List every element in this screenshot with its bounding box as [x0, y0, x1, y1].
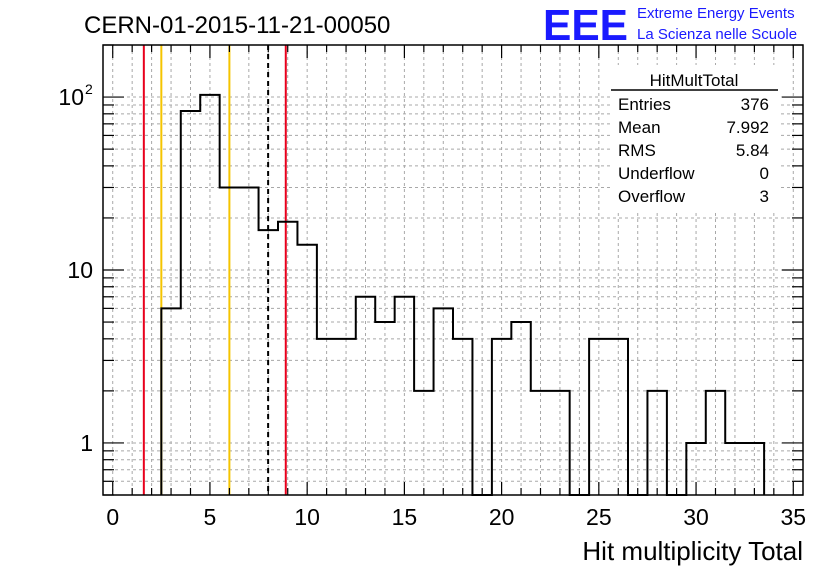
y-tick-label: 1 — [80, 430, 93, 456]
x-tick-label: 25 — [586, 504, 612, 530]
x-axis: 0 5 10 15 20 25 30 35 — [106, 45, 806, 530]
stats-value: 5.84 — [736, 141, 769, 160]
x-tick-label: 35 — [780, 504, 806, 530]
stats-title: HitMultTotal — [650, 71, 739, 90]
stats-label: Overflow — [618, 187, 686, 206]
stats-label: Entries — [618, 95, 671, 114]
stats-label: RMS — [618, 141, 656, 160]
run-title: CERN-01-2015-11-21-00050 — [84, 12, 390, 39]
stats-rows: Entries 376 Mean 7.992 RMS 5.84 Underflow 0 Over… — [618, 95, 769, 206]
stats-value: 3 — [760, 187, 769, 206]
x-axis-title: Hit multiplicity Total — [582, 536, 803, 566]
stats-value: 7.992 — [726, 118, 769, 137]
stats-value: 0 — [760, 164, 769, 183]
x-tick-label: 10 — [294, 504, 320, 530]
logo-line-2: La Scienza nelle Scuole — [637, 26, 797, 43]
y-tick-label: 10 — [67, 257, 93, 283]
y-tick-exponent: 2 — [85, 81, 93, 97]
x-tick-label: 0 — [106, 504, 119, 530]
histogram — [160, 93, 766, 496]
stats-box: HitMultTotal Entries 376 Mean 7.992 RMS 5.84 U… — [611, 65, 778, 210]
eee-logo: EEE Extreme Energy Events La Scienza nel… — [543, 1, 797, 50]
x-tick-label: 5 — [204, 504, 217, 530]
y-tick-label: 10 — [58, 84, 84, 110]
eee-logo-mark: EEE — [543, 1, 628, 50]
histogram-outline — [160, 93, 766, 496]
stats-label: Mean — [618, 118, 661, 137]
logo-line-1: Extreme Energy Events — [637, 5, 795, 22]
stats-label: Underflow — [618, 164, 695, 183]
marker-lines — [142, 45, 287, 495]
x-tick-label: 20 — [489, 504, 515, 530]
x-tick-label: 15 — [392, 504, 418, 530]
stats-value: 376 — [741, 95, 769, 114]
x-tick-label: 30 — [683, 504, 709, 530]
